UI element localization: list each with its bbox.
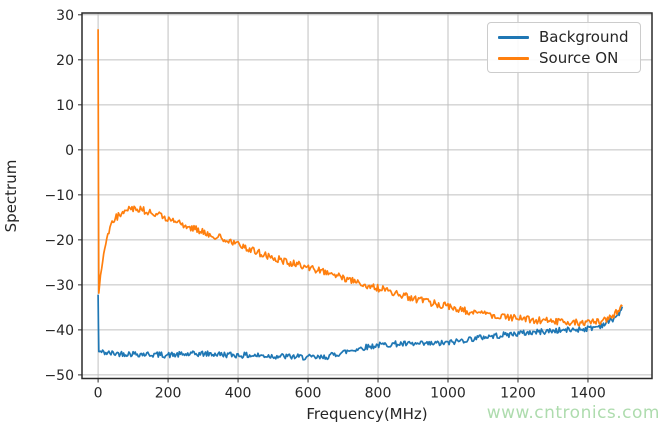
y-tick-label: −40 bbox=[44, 323, 74, 339]
y-tick-label: −30 bbox=[44, 278, 74, 294]
x-tick-label: 400 bbox=[225, 386, 252, 402]
y-tick-label: −50 bbox=[44, 368, 74, 384]
x-axis-label: Frequency(MHz) bbox=[306, 405, 427, 423]
x-tick-label: 0 bbox=[94, 386, 103, 402]
source-on-line-swatch bbox=[498, 56, 529, 60]
axes bbox=[78, 12, 653, 383]
series-line-source-on bbox=[97, 29, 623, 327]
x-tick-label: 200 bbox=[155, 386, 182, 402]
background-line-swatch bbox=[498, 35, 529, 39]
data-series bbox=[97, 29, 624, 361]
y-tick-label: −10 bbox=[44, 188, 74, 204]
legend-label-source-on: Source ON bbox=[539, 49, 619, 67]
x-tick-label: 1200 bbox=[500, 386, 536, 402]
tick-labels: 0 200 400 600 800 1000 1200 1400 30 20 10 0 −10 −20 −3… bbox=[44, 8, 605, 402]
y-tick-label: 0 bbox=[65, 143, 74, 159]
legend-item-background: Background bbox=[498, 28, 630, 46]
legend-label-background: Background bbox=[539, 28, 629, 46]
series-line-background bbox=[97, 294, 624, 361]
grid-lines bbox=[82, 13, 652, 379]
y-tick-label: 20 bbox=[56, 53, 74, 69]
x-tick-label: 600 bbox=[295, 386, 322, 402]
y-axis-label: Spectrum bbox=[2, 160, 20, 233]
y-tick-label: 10 bbox=[56, 98, 74, 114]
x-tick-label: 800 bbox=[365, 386, 392, 402]
x-tick-label: 1000 bbox=[430, 386, 466, 402]
legend: Background Source ON bbox=[487, 22, 641, 73]
y-tick-label: 30 bbox=[56, 8, 74, 24]
legend-item-source-on: Source ON bbox=[498, 49, 630, 67]
y-tick-label: −20 bbox=[44, 233, 74, 249]
x-tick-label: 1400 bbox=[570, 386, 606, 402]
watermark-text: www.cntronics.com bbox=[486, 403, 660, 423]
plot-border bbox=[81, 12, 653, 380]
